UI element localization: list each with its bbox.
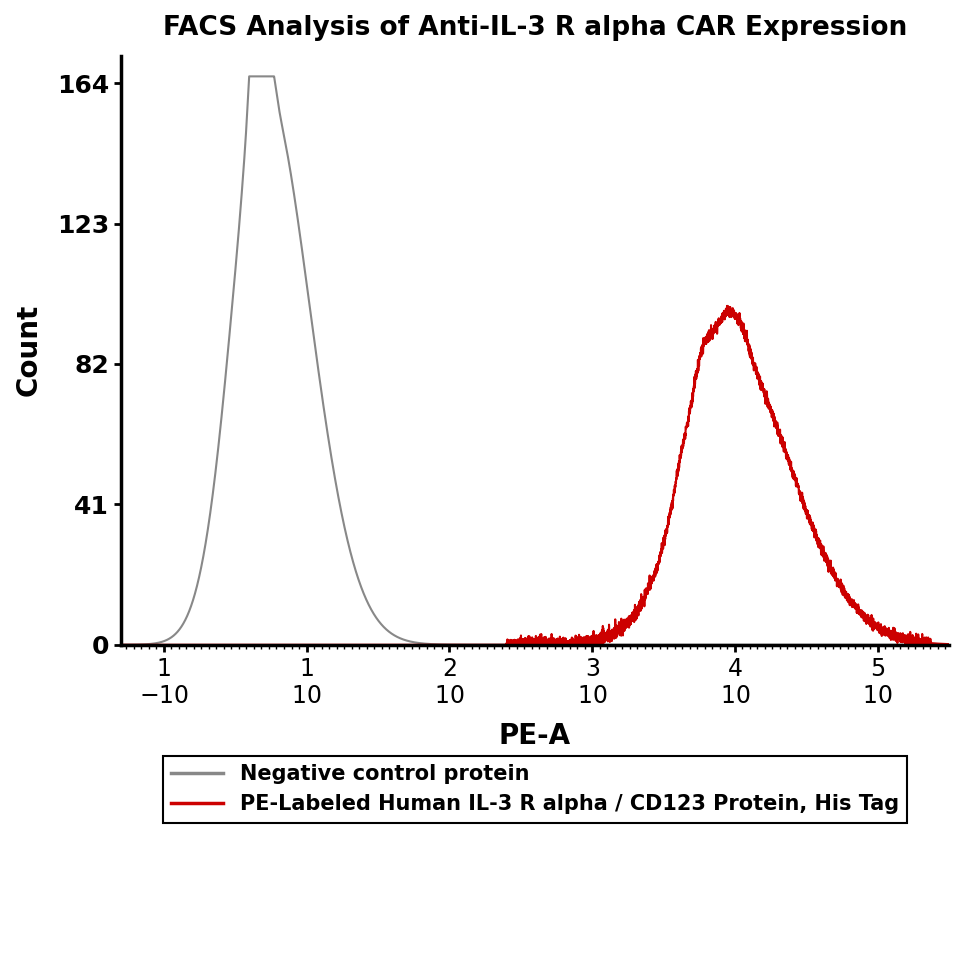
Legend: Negative control protein, PE-Labeled Human IL-3 R alpha / CD123 Protein, His Tag: Negative control protein, PE-Labeled Hum…: [163, 756, 907, 823]
X-axis label: PE-A: PE-A: [499, 722, 571, 750]
Y-axis label: Count: Count: [15, 305, 43, 396]
Title: FACS Analysis of Anti-IL-3 R alpha CAR Expression: FACS Analysis of Anti-IL-3 R alpha CAR E…: [163, 15, 907, 41]
